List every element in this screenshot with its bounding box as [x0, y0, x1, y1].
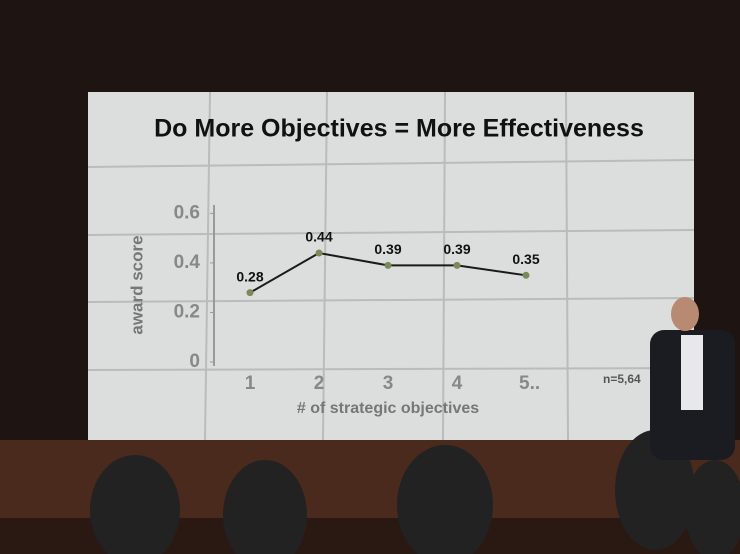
- presenter: [650, 297, 735, 460]
- point: [453, 261, 461, 269]
- y-tick-label: 0.4: [174, 252, 201, 273]
- data-label: 0.35: [512, 251, 539, 267]
- audience: [90, 430, 740, 554]
- point: [522, 271, 530, 279]
- screen-tiles: [87, 91, 695, 441]
- data-label: 0.28: [236, 268, 263, 284]
- x-axis-label: # of strategic objectives: [297, 400, 479, 417]
- point: [384, 261, 392, 269]
- x-tick-label: 2: [314, 373, 325, 394]
- chart-title: Do More Objectives = More Effectiveness: [154, 115, 644, 143]
- y-tick-label: 0: [189, 351, 200, 372]
- y-tick-label: 0.2: [174, 301, 200, 322]
- x-tick-label: 4: [452, 373, 463, 394]
- y-axis-label: award score: [127, 235, 146, 334]
- annotation: n=5,64: [603, 372, 641, 386]
- x-tick-label: 5..: [519, 373, 540, 394]
- data-label: 0.44: [305, 229, 332, 245]
- data-label: 0.39: [374, 241, 401, 257]
- x-tick-label: 1: [245, 373, 256, 394]
- y-tick-label: 0.6: [174, 202, 200, 223]
- point: [315, 249, 323, 257]
- data-label: 0.39: [443, 241, 470, 257]
- point: [246, 289, 254, 297]
- x-tick-label: 3: [383, 373, 394, 394]
